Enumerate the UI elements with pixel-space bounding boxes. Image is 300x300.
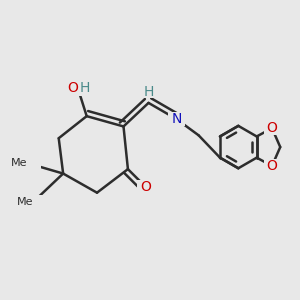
Text: O: O xyxy=(267,159,278,173)
Text: O: O xyxy=(67,81,78,95)
FancyBboxPatch shape xyxy=(65,81,90,95)
FancyBboxPatch shape xyxy=(137,180,154,194)
FancyBboxPatch shape xyxy=(264,122,280,135)
Text: N: N xyxy=(171,112,182,126)
Text: O: O xyxy=(140,180,151,194)
FancyBboxPatch shape xyxy=(168,112,184,126)
Text: Me: Me xyxy=(17,196,34,206)
Text: H: H xyxy=(79,81,89,95)
Text: O: O xyxy=(267,121,278,135)
Text: H: H xyxy=(143,85,154,99)
FancyBboxPatch shape xyxy=(264,159,280,172)
Text: Me: Me xyxy=(11,158,28,168)
FancyBboxPatch shape xyxy=(20,195,47,208)
FancyBboxPatch shape xyxy=(15,157,41,170)
FancyBboxPatch shape xyxy=(141,85,156,98)
